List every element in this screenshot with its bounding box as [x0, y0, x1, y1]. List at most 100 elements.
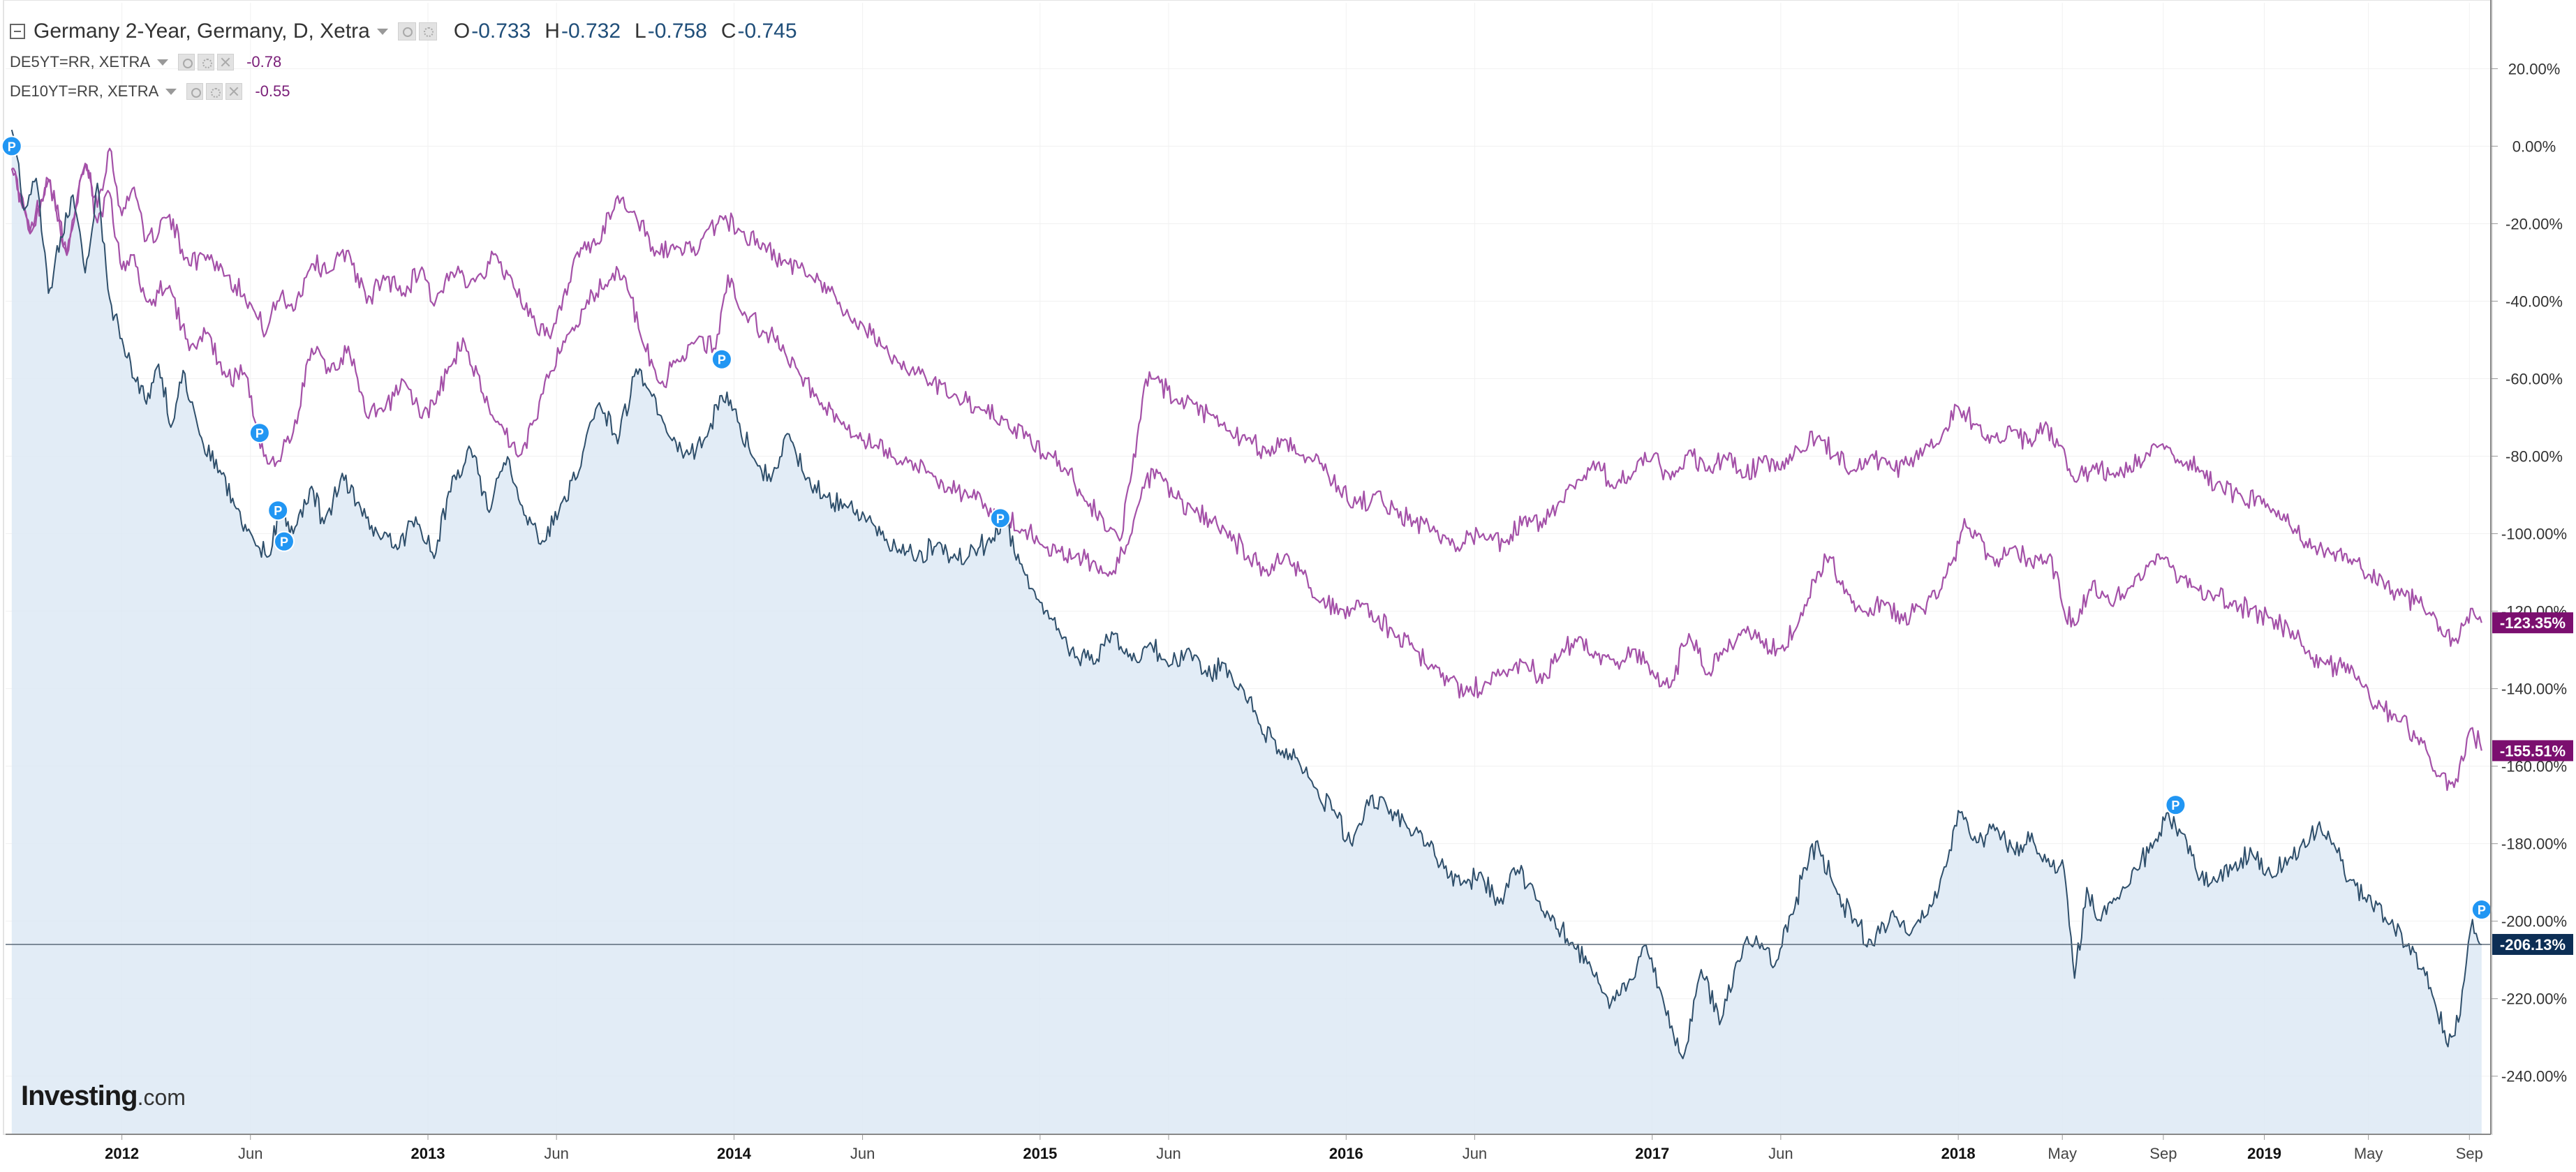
main-series-title: Germany 2-Year, Germany, D, Xetra	[34, 20, 370, 43]
x-tick-label: May	[2354, 1145, 2383, 1162]
event-marker-glyph: P	[2478, 903, 2486, 917]
x-tick-label: May	[2048, 1145, 2077, 1162]
ohlc-high-key: H	[545, 20, 560, 43]
event-marker-icon[interactable]: P	[267, 500, 289, 521]
y-tick-label: 0.00%	[2512, 138, 2556, 155]
area-layer	[11, 130, 2482, 1134]
ohlc-open-key: O	[453, 20, 471, 43]
event-marker-glyph: P	[274, 504, 282, 518]
overlay-2-value: -0.55	[255, 82, 290, 100]
y-tick-label: -80.00%	[2505, 448, 2563, 466]
event-marker-icon[interactable]: P	[1, 135, 22, 157]
x-tick-label: Jun	[238, 1145, 262, 1162]
overlay-1-value: -0.78	[246, 53, 282, 71]
last-value-label: -206.13%	[2492, 933, 2573, 955]
y-tick-label: -100.00%	[2501, 526, 2567, 543]
event-marker-icon[interactable]: P	[273, 531, 295, 552]
x-tick-label: Jun	[1463, 1145, 1487, 1162]
investing-logo: Investing.com	[21, 1081, 186, 1112]
main-series-area	[11, 130, 2482, 1134]
x-tick-label: 2018	[1941, 1145, 1976, 1162]
chevron-down-icon[interactable]	[165, 88, 177, 95]
settings-icon[interactable]	[198, 54, 215, 71]
y-tick-label: -60.00%	[2505, 370, 2563, 387]
settings-icon[interactable]	[418, 22, 437, 40]
last-value-label: -155.51%	[2492, 740, 2573, 762]
event-marker-circle	[267, 500, 289, 521]
last-value-label: -123.35%	[2492, 612, 2573, 634]
visibility-icon[interactable]	[178, 54, 195, 71]
y-tick-label: -180.00%	[2501, 836, 2567, 853]
brand-name: Investing	[21, 1081, 138, 1111]
settings-icon[interactable]	[206, 83, 223, 100]
visibility-icon[interactable]	[186, 83, 204, 100]
line-layer	[6, 129, 2491, 1060]
visibility-icon[interactable]	[397, 22, 416, 40]
event-marker-circle	[989, 507, 1011, 529]
y-tick-label: -200.00%	[2501, 913, 2567, 930]
y-tick-label: -220.00%	[2501, 991, 2567, 1008]
y-tick-label: -140.00%	[2501, 681, 2567, 698]
event-marker-circle	[273, 531, 295, 552]
x-tick-label: 2015	[1023, 1145, 1057, 1162]
x-tick-label: Jun	[1768, 1145, 1793, 1162]
x-tick-label: 2014	[717, 1145, 752, 1162]
axis-layer: 20.00% 0.00% -20.00% -40.00% -60.00% -80.00% -…	[6, 0, 2567, 1162]
chevron-down-icon[interactable]	[157, 59, 169, 66]
x-tick-label: 2013	[411, 1145, 445, 1162]
brand-suffix: .com	[137, 1085, 186, 1110]
event-marker-glyph: P	[280, 535, 288, 549]
chevron-down-icon[interactable]	[376, 28, 388, 35]
legend-main-row[interactable]: Germany 2-Year, Germany, D, Xetra O -0.73…	[10, 15, 797, 47]
event-marker-icon[interactable]: P	[249, 422, 270, 444]
main-series-line	[10, 129, 2482, 1060]
collapse-legend-icon[interactable]	[10, 24, 25, 39]
close-icon[interactable]	[225, 83, 243, 100]
x-tick-label: Jun	[850, 1145, 875, 1162]
event-marker-glyph: P	[256, 426, 264, 440]
overlay-series-line	[11, 163, 2482, 792]
event-marker-glyph: P	[718, 353, 726, 367]
ohlc-low-key: L	[635, 20, 646, 43]
event-marker-icon[interactable]: P	[2471, 899, 2492, 921]
event-marker-circle	[711, 348, 732, 370]
event-marker-icon[interactable]: P	[989, 507, 1011, 529]
y-tick-label: -240.00%	[2501, 1068, 2567, 1085]
y-tick-label: -20.00%	[2505, 215, 2563, 232]
legend-overlay-row-1[interactable]: DE5YT=RR, XETRA -0.78	[10, 47, 797, 77]
close-icon[interactable]	[217, 54, 235, 71]
overlay-series-line	[10, 147, 2482, 647]
x-tick-label: Sep	[2456, 1145, 2483, 1162]
legend-overlay-row-2[interactable]: DE10YT=RR, XETRA -0.55	[10, 77, 797, 106]
ohlc-close-key: C	[720, 20, 736, 43]
event-marker-icon[interactable]: P	[711, 348, 732, 370]
event-marker-icon[interactable]: P	[2165, 794, 2186, 816]
last-value-badge	[2492, 933, 2573, 955]
legend: Germany 2-Year, Germany, D, Xetra O -0.73…	[10, 15, 797, 106]
ohlc-low-value: -0.758	[647, 20, 707, 43]
x-tick-label: Jun	[544, 1145, 568, 1162]
event-marker-circle	[249, 422, 270, 444]
x-tick-label: 2012	[105, 1145, 139, 1162]
event-marker-circle	[1, 135, 22, 157]
last-value-text: -206.13%	[2500, 936, 2566, 954]
label-layer: -123.35% -155.51% -206.13%	[2492, 612, 2573, 955]
x-tick-label: 2019	[2247, 1145, 2281, 1162]
event-marker-glyph: P	[996, 512, 1005, 526]
event-marker-glyph: P	[8, 140, 16, 154]
last-value-badge	[2492, 740, 2573, 762]
x-tick-label: 2016	[1329, 1145, 1363, 1162]
last-value-text: -123.35%	[2500, 614, 2566, 632]
marker-layer: P P P P P P P P	[1, 135, 2492, 921]
x-tick-label: Sep	[2149, 1145, 2177, 1162]
event-marker-glyph: P	[2171, 799, 2179, 813]
overlay-2-label: DE10YT=RR, XETRA	[10, 82, 159, 100]
last-value-text: -155.51%	[2500, 742, 2566, 759]
ohlc-open-value: -0.733	[471, 20, 531, 43]
ohlc-close-value: -0.745	[737, 20, 797, 43]
overlay-1-label: DE5YT=RR, XETRA	[10, 53, 151, 71]
x-tick-label: 2017	[1635, 1145, 1669, 1162]
ohlc-high-value: -0.732	[561, 20, 621, 43]
